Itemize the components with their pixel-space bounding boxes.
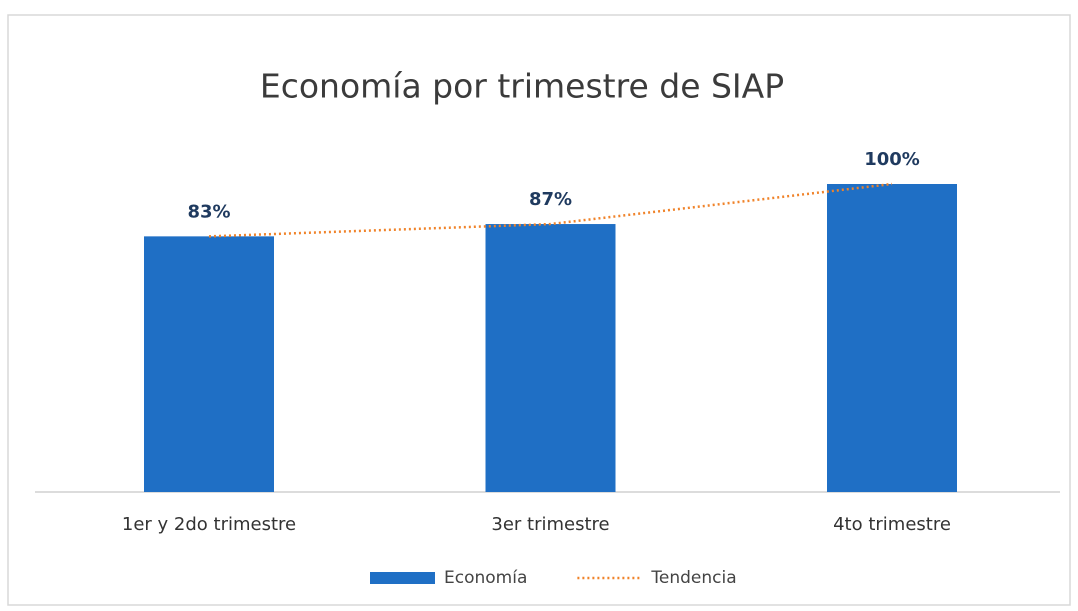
data-label: 83% xyxy=(187,201,230,222)
chart-title: Economía por trimestre de SIAP xyxy=(260,67,784,106)
bar xyxy=(827,184,957,492)
legend-label: Economía xyxy=(444,568,527,588)
x-tick-label: 3er trimestre xyxy=(491,514,609,535)
x-tick-label: 4to trimestre xyxy=(833,514,951,535)
data-label: 87% xyxy=(529,189,572,210)
bar xyxy=(144,236,274,492)
data-label: 100% xyxy=(864,149,920,170)
legend-swatch xyxy=(370,572,435,584)
legend-label: Tendencia xyxy=(650,568,736,588)
bar xyxy=(485,224,616,493)
x-tick-label: 1er y 2do trimestre xyxy=(122,514,296,535)
trend-line xyxy=(208,182,893,238)
